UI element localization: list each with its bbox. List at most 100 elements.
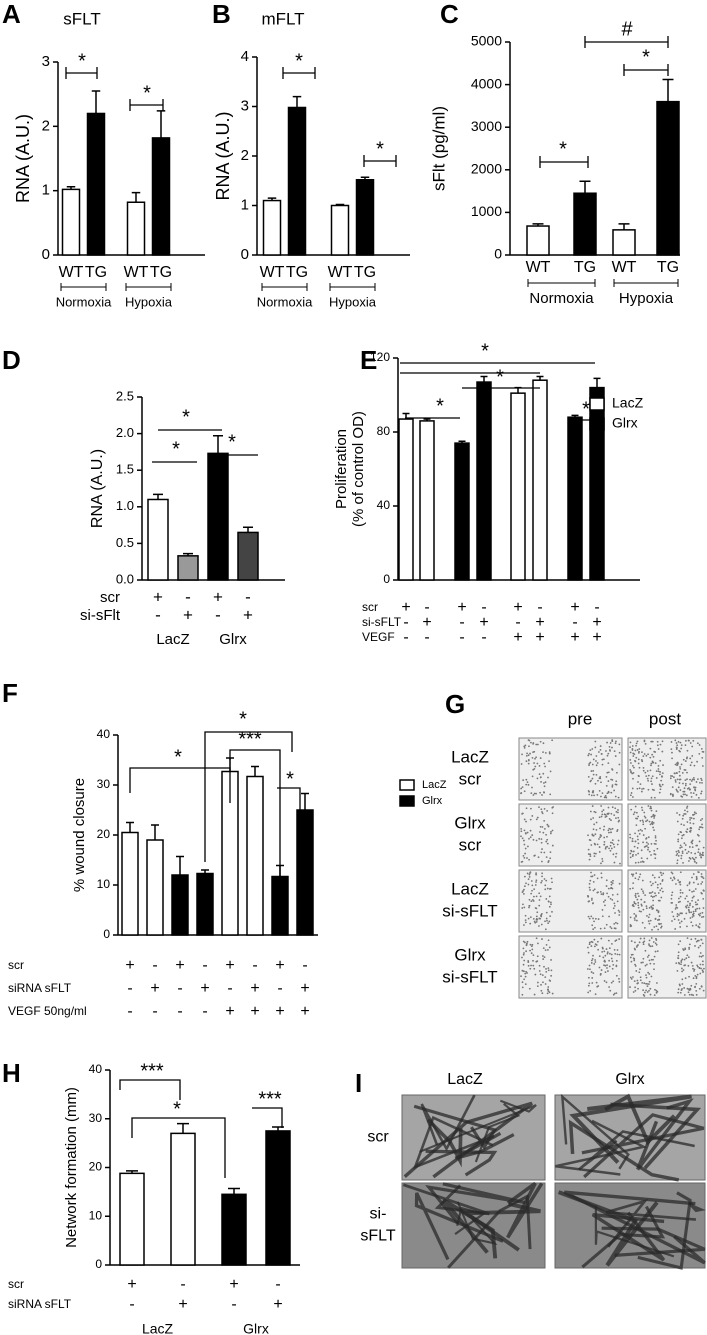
row-label: Glrx xyxy=(454,813,486,832)
cell xyxy=(595,760,597,762)
cell xyxy=(689,742,692,744)
cell xyxy=(588,793,591,796)
group-bracket xyxy=(60,283,107,291)
cell xyxy=(538,773,541,776)
cell xyxy=(588,900,591,903)
cell xyxy=(686,807,688,809)
cell xyxy=(652,958,654,961)
cell xyxy=(539,831,541,833)
cell xyxy=(637,842,640,845)
cell xyxy=(598,955,601,958)
panel-title: sFLT xyxy=(63,9,100,28)
significance-label: * xyxy=(286,768,294,790)
cell xyxy=(698,744,701,746)
legend-label: Glrx xyxy=(612,415,638,431)
cell xyxy=(593,938,596,941)
cell xyxy=(550,959,552,961)
cell xyxy=(535,792,537,795)
cell xyxy=(635,970,638,972)
cell xyxy=(617,839,620,842)
cell xyxy=(647,779,650,782)
cell xyxy=(606,964,608,967)
cell xyxy=(651,775,654,778)
cell xyxy=(595,755,598,757)
cell xyxy=(701,826,704,829)
y-axis-label: RNA (A.U.) xyxy=(13,114,33,203)
cell xyxy=(629,768,632,771)
cell xyxy=(520,763,523,765)
cell xyxy=(546,992,549,995)
cell xyxy=(658,923,661,926)
cell xyxy=(629,925,632,928)
cell xyxy=(548,760,550,763)
cell xyxy=(695,989,698,992)
cell xyxy=(677,961,680,964)
significance-bracket xyxy=(282,67,316,79)
cell xyxy=(634,832,636,835)
cell xyxy=(617,796,620,799)
cell xyxy=(526,940,529,943)
cell xyxy=(590,770,593,772)
cell xyxy=(613,750,616,753)
cell xyxy=(603,813,606,816)
cell xyxy=(684,848,687,851)
cell xyxy=(693,968,696,971)
bar xyxy=(177,555,199,581)
cell xyxy=(629,741,632,744)
y-tick-label: 5000 xyxy=(471,33,502,49)
cell xyxy=(613,846,616,848)
group-bracket xyxy=(125,283,172,291)
cell xyxy=(544,752,547,754)
cell xyxy=(608,745,611,748)
cell xyxy=(543,851,546,854)
cell xyxy=(604,971,607,973)
cell xyxy=(677,790,679,793)
cell xyxy=(599,891,602,893)
cell xyxy=(546,887,549,890)
group-label: Normoxia xyxy=(529,290,594,307)
x-tick-label: WT xyxy=(260,264,285,281)
cell xyxy=(594,993,597,996)
cell xyxy=(547,969,550,972)
cell xyxy=(637,861,640,864)
condition-sign: - xyxy=(177,1003,182,1020)
cell xyxy=(647,805,650,807)
cell xyxy=(606,792,609,795)
cell xyxy=(533,967,536,970)
significance-bracket xyxy=(277,787,301,843)
cell xyxy=(592,769,595,772)
cell xyxy=(534,973,537,976)
cell xyxy=(655,894,657,897)
significance-label: * xyxy=(436,395,444,417)
cell xyxy=(631,764,634,767)
cell xyxy=(608,827,611,830)
cell xyxy=(685,794,688,797)
cell xyxy=(521,956,523,959)
cell xyxy=(677,919,680,921)
cell xyxy=(637,758,640,761)
cell xyxy=(642,755,645,758)
cell xyxy=(545,968,547,970)
cell xyxy=(688,911,691,914)
cell xyxy=(631,874,634,877)
cell xyxy=(656,886,659,889)
cell xyxy=(647,843,650,845)
cell xyxy=(596,877,599,880)
cell xyxy=(589,810,592,813)
cell xyxy=(675,904,678,906)
cell xyxy=(671,920,673,922)
condition-sign: - xyxy=(252,957,257,974)
cell xyxy=(635,915,637,918)
cell xyxy=(608,959,611,962)
significance-label: *** xyxy=(140,1060,164,1082)
cell xyxy=(703,889,705,892)
cell xyxy=(608,965,611,968)
cell xyxy=(638,941,641,944)
cell xyxy=(609,925,612,928)
cell xyxy=(606,892,608,895)
cell xyxy=(675,906,678,909)
micrograph xyxy=(518,935,623,999)
bar xyxy=(454,442,470,581)
cell xyxy=(697,946,700,949)
cell xyxy=(698,828,701,831)
